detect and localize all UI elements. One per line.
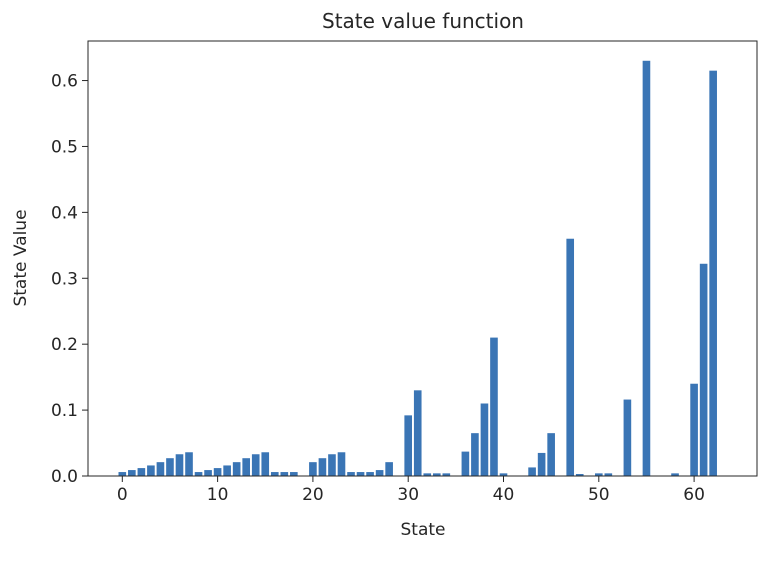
bar-state-47 [566, 238, 575, 476]
bar-state-8 [194, 472, 203, 476]
bar-state-28 [385, 462, 393, 476]
x-tick-label: 0 [117, 485, 128, 505]
bar-state-58 [671, 473, 679, 476]
bar-state-26 [366, 472, 374, 476]
bar-state-36 [461, 451, 470, 476]
bar-state-45 [547, 433, 555, 476]
bar-state-0 [118, 472, 127, 476]
plot-frame [87, 40, 758, 477]
x-tick-label: 40 [493, 485, 515, 505]
y-tick-label: 0.1 [51, 401, 78, 421]
x-tick-label: 60 [683, 485, 705, 505]
bar-state-34 [442, 473, 451, 476]
bar-state-22 [328, 454, 336, 476]
bar-state-48 [575, 474, 584, 476]
x-axis-label: State [401, 520, 446, 540]
x-tick-label: 50 [588, 485, 610, 505]
bar-state-17 [280, 472, 289, 476]
chart-title: State value function [322, 9, 524, 33]
bars-group [118, 60, 717, 477]
y-axis-label: State Value [11, 209, 31, 306]
bar-state-3 [147, 465, 155, 476]
bar-state-10 [213, 468, 222, 476]
bar-state-7 [185, 452, 193, 476]
bar-state-21 [318, 458, 327, 476]
bar-state-38 [480, 403, 489, 476]
y-tick-label: 0.6 [51, 72, 78, 92]
y-tick-label: 0.2 [51, 335, 78, 355]
bar-state-24 [347, 472, 355, 476]
y-tick-label: 0.5 [51, 137, 78, 157]
bar-state-30 [404, 415, 413, 476]
bar-state-9 [204, 470, 212, 476]
bar-state-15 [261, 452, 270, 476]
bar-state-27 [375, 470, 384, 476]
bar-state-1 [128, 470, 136, 476]
bar-state-16 [270, 472, 279, 476]
bar-state-6 [175, 454, 184, 476]
bar-state-44 [537, 452, 546, 476]
bar-state-32 [423, 473, 432, 476]
bar-state-37 [471, 433, 479, 476]
bar-state-51 [604, 473, 613, 476]
bar-state-11 [223, 465, 231, 476]
x-tick-label: 10 [207, 485, 229, 505]
y-tick-label: 0.4 [51, 203, 78, 223]
bar-state-2 [137, 468, 146, 476]
x-tick-label: 20 [302, 485, 324, 505]
bar-state-40 [499, 473, 508, 476]
bar-state-31 [413, 390, 422, 476]
bar-state-43 [528, 467, 536, 476]
y-tick-label: 0.3 [51, 269, 78, 289]
bar-state-23 [337, 452, 346, 476]
x-axis-ticks: 0 10 20 30 40 50 60 [117, 476, 705, 505]
bar-state-50 [594, 473, 603, 476]
y-axis-ticks: 0.0 0.1 0.2 0.3 0.4 0.5 0.6 [51, 72, 88, 487]
bar-state-12 [232, 462, 241, 476]
bar-state-62 [709, 70, 717, 476]
bar-state-4 [156, 462, 165, 476]
bar-state-14 [251, 454, 260, 476]
bar-state-18 [290, 472, 298, 476]
x-tick-label: 30 [397, 485, 419, 505]
bar-state-5 [166, 458, 174, 476]
bar-state-13 [242, 458, 250, 476]
bar-state-61 [699, 263, 708, 476]
bar-state-55 [642, 60, 651, 477]
bar-state-25 [356, 472, 365, 476]
bar-state-53 [623, 399, 632, 476]
bar-state-20 [309, 462, 317, 476]
bar-state-60 [690, 383, 698, 476]
y-tick-label: 0.0 [51, 467, 78, 487]
bar-state-39 [490, 337, 498, 476]
bar-state-33 [432, 473, 441, 476]
